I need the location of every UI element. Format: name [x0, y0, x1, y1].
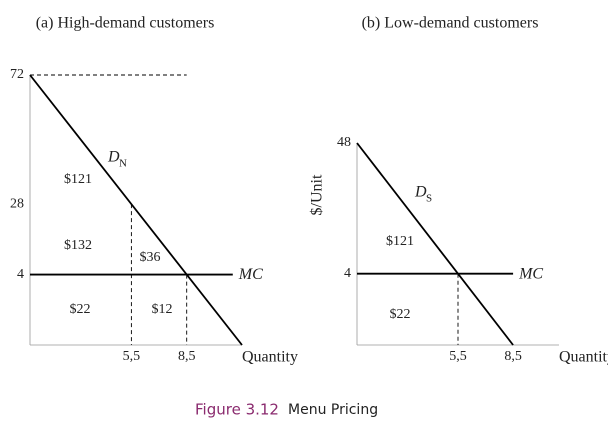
series-line	[29, 74, 243, 346]
y-tick-label: 48	[337, 135, 351, 150]
x-tick-label: 8,5	[504, 349, 522, 364]
x-tick-label: 5,5	[123, 349, 141, 364]
x-axis-label: Quantity	[242, 349, 298, 366]
y-tick-label: 4	[344, 266, 351, 281]
legend-label: D	[414, 184, 427, 201]
y-tick-label: 4	[17, 267, 24, 282]
annotation: $132	[64, 238, 92, 253]
panel-title: (a) High-demand customers	[36, 15, 215, 32]
x-tick-label: 5,5	[449, 349, 467, 364]
annotation: $121	[64, 172, 92, 187]
y-tick-label: 72	[10, 67, 24, 82]
x-axis-label: Quantity	[559, 349, 608, 366]
caption-label: Figure 3.12	[195, 401, 279, 419]
x-tick-label: 8,5	[178, 349, 196, 364]
y-tick-label: 28	[10, 196, 24, 211]
annotation: $121	[386, 234, 414, 249]
annotation: $22	[70, 302, 91, 317]
legend-subscript: S	[426, 193, 432, 205]
legend-label: MC	[518, 265, 543, 282]
legend-subscript: N	[119, 158, 127, 170]
panel-title: (b) Low-demand customers	[362, 15, 539, 32]
legend-label: MC	[238, 266, 263, 283]
series-line	[356, 142, 514, 346]
caption-text: Menu Pricing	[288, 402, 378, 418]
y-axis-label: $/Unit	[309, 174, 326, 215]
legend-label: D	[107, 149, 120, 166]
annotation: $22	[390, 307, 411, 322]
annotation: $36	[140, 250, 161, 265]
annotation: $12	[152, 302, 173, 317]
